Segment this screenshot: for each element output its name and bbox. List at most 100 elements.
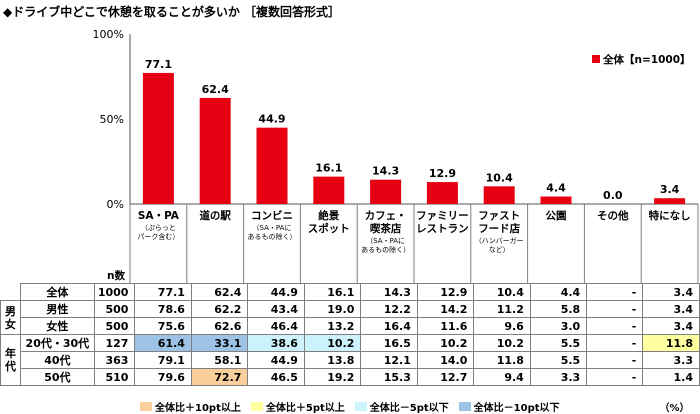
highlight-legend: 全体比＋10pt以上 全体比＋5pt以上 全体比－5pt以下 全体比－10pt以下 （%… — [140, 399, 690, 414]
category-note: （SA・PAに — [366, 237, 405, 245]
table-cell: 16.4 — [360, 317, 418, 335]
table-cell: 3.4 — [642, 300, 700, 318]
table-cell: 3.3 — [642, 351, 700, 369]
table-cell: 14.2 — [416, 300, 475, 318]
highlight-swatch — [354, 402, 367, 411]
table-cell: 75.6 — [134, 317, 192, 335]
table-cell: 3.0 — [529, 317, 588, 335]
table-row: 全体 1000 77.1 62.4 44.9 16.1 14.3 12.9 10.4 4.4-3.… — [1, 283, 700, 301]
category-note: （ハンバーガー — [475, 236, 524, 245]
row-label: 50代 — [19, 368, 95, 386]
data-label: 62.4 — [202, 83, 229, 96]
y-tick-label: 50% — [100, 113, 124, 126]
table-cell: 61.4 — [134, 334, 192, 352]
table-cell: 58.1 — [190, 351, 249, 369]
chart-title: ◆ドライブ中どこで休憩を取ることが多いか ［複数回答形式］ — [3, 5, 341, 19]
table-cell: - — [586, 300, 644, 318]
table-cell: 12.9 — [416, 283, 475, 301]
category-label: その他 — [597, 209, 629, 222]
bar — [199, 97, 231, 204]
table-cell: 19.2 — [303, 368, 362, 386]
table-row: 女性 500 75.6 62.6 46.4 13.2 16.4 11.6 9.6 3.0-3.4 — [1, 317, 700, 335]
highlight-legend-item: 全体比＋10pt以上 — [140, 399, 241, 414]
row-n: 363 — [93, 351, 136, 369]
table-cell: 10.2 — [473, 334, 531, 352]
bar — [256, 127, 288, 204]
category-note: など） — [489, 246, 510, 254]
bar — [654, 198, 686, 204]
table-cell: 5.8 — [529, 300, 588, 318]
category-label: 特になし — [649, 209, 691, 222]
table-cell: 44.9 — [247, 283, 305, 301]
highlight-legend-label: 全体比＋5pt以上 — [265, 403, 345, 414]
table-cell: 79.1 — [134, 351, 192, 369]
table-cell: 9.6 — [473, 317, 531, 335]
table-cell: 16.1 — [303, 283, 362, 301]
category-note: あるもの除く） — [248, 232, 297, 241]
data-label: 3.4 — [660, 183, 680, 196]
table-cell: 12.7 — [416, 368, 475, 386]
table-cell: 3.4 — [642, 317, 700, 335]
table-cell: 62.2 — [190, 300, 249, 318]
table-cell: 3.4 — [642, 283, 700, 301]
table-cell: 5.5 — [529, 334, 588, 352]
table-cell: 12.1 — [360, 351, 418, 369]
category-label: 喫茶店 — [370, 222, 402, 235]
table-cell: - — [586, 368, 644, 386]
table-cell: 11.8 — [642, 334, 700, 352]
category-label: 道の駅 — [199, 209, 231, 222]
category-label: 絶景 — [318, 209, 339, 222]
highlight-legend-label: 全体比＋10pt以上 — [155, 403, 241, 414]
table-cell: 38.6 — [247, 334, 305, 352]
bar — [426, 182, 458, 204]
table-cell: 43.4 — [247, 300, 305, 318]
table-cell: 4.4 — [529, 283, 588, 301]
highlight-legend-item: 全体比＋5pt以上 — [250, 399, 345, 414]
bar — [483, 186, 515, 204]
table-cell: 19.0 — [303, 300, 362, 318]
data-label: 16.1 — [315, 162, 342, 175]
category-label: フード店 — [478, 222, 520, 235]
bar — [540, 196, 572, 204]
table-cell: 62.4 — [190, 283, 249, 301]
category-label: SA・PA — [138, 210, 180, 222]
category-label: カフェ・ — [365, 210, 407, 222]
category-label: 公園 — [546, 210, 567, 222]
data-label: 0.0 — [603, 189, 623, 202]
bar — [370, 179, 402, 204]
highlight-legend-label: 全体比－5pt以下 — [369, 403, 449, 414]
data-table: 全体 1000 77.1 62.4 44.9 16.1 14.3 12.9 10.4 4.4-3.… — [0, 283, 700, 386]
table-cell: 5.5 — [529, 351, 588, 369]
row-label: 女性 — [19, 317, 95, 335]
table-cell: 12.2 — [360, 300, 418, 318]
table-cell: 3.3 — [529, 368, 588, 386]
table-cell: 16.5 — [360, 334, 418, 352]
y-tick-label: 0% — [107, 198, 124, 211]
table-cell: 9.4 — [473, 368, 531, 386]
row-label: 20代・30代 — [19, 334, 95, 352]
row-n: 500 — [93, 300, 136, 318]
row-group-label: 年代 — [0, 334, 21, 386]
bar — [313, 176, 345, 204]
table-row: 年代 20代・30代 127 61.4 33.1 38.6 10.2 16.5 10.2 10.2… — [0, 334, 700, 386]
data-label: 12.9 — [429, 167, 456, 180]
table-cell: 15.3 — [360, 368, 418, 386]
bar — [142, 72, 174, 205]
data-label: 44.9 — [258, 113, 285, 126]
table-cell: 77.1 — [134, 283, 192, 301]
table-row: 50代 510 79.6 72.7 46.5 19.2 15.3 12.7 9.4 3.3-1.4 — [1, 368, 700, 386]
highlight-legend-item: 全体比－10pt以下 — [458, 399, 560, 414]
category-label: ファミリー — [416, 210, 469, 222]
table-cell: 10.2 — [416, 334, 475, 352]
table-cell: - — [586, 317, 644, 335]
category-note: パーク含む） — [137, 232, 179, 241]
row-label: 男性 — [19, 300, 95, 318]
table-corner — [1, 284, 21, 301]
category-note: （SA・PAに — [253, 224, 292, 232]
table-cell: 13.8 — [303, 351, 362, 369]
data-label: 77.1 — [145, 58, 172, 71]
highlight-swatch — [458, 402, 471, 411]
table-cell: 11.6 — [416, 317, 475, 335]
table-cell: - — [586, 283, 644, 301]
table-cell: 14.3 — [360, 283, 418, 301]
